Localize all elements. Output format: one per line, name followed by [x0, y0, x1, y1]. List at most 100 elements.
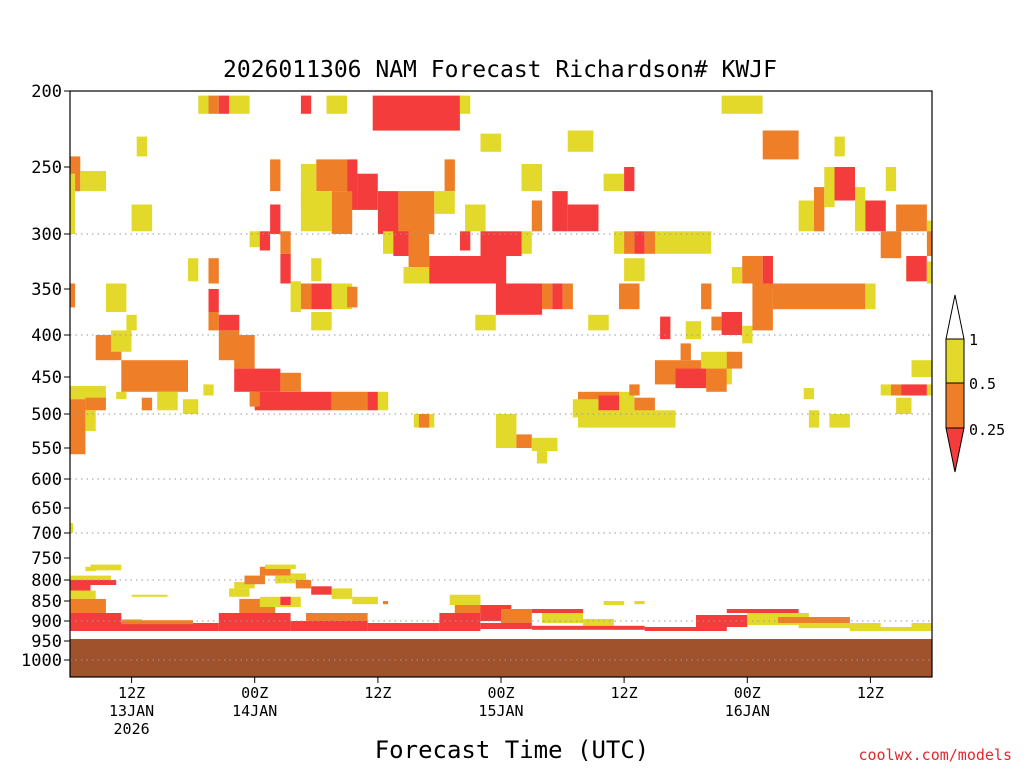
ri-cell: [300, 191, 332, 232]
ri-cell: [280, 596, 291, 605]
ri-cell: [480, 133, 501, 152]
y-tick-label-800: 800: [31, 571, 62, 591]
ri-cell: [531, 625, 645, 630]
ri-cell: [834, 136, 845, 157]
ri-cell: [731, 267, 743, 284]
ri-cell: [398, 191, 435, 234]
ri-cell: [111, 330, 132, 352]
ri-cell: [70, 523, 74, 533]
ri-cell: [383, 601, 389, 605]
ri-cell: [331, 588, 353, 599]
ri-cell: [229, 95, 250, 114]
credit-text: coolwx.com/models: [858, 746, 1012, 764]
ri-cell: [865, 200, 886, 232]
ri-cell: [429, 256, 507, 284]
ri-cell: [377, 191, 399, 234]
ri-cell: [536, 451, 548, 464]
ri-cell: [280, 231, 291, 254]
ri-cell: [70, 575, 111, 580]
ri-cell: [270, 159, 281, 192]
ri-cell: [742, 256, 763, 284]
ri-cell: [439, 613, 481, 631]
ri-cell: [218, 314, 240, 331]
ri-cell: [552, 283, 563, 310]
ri-cell: [552, 191, 568, 232]
ri-cells: [70, 95, 932, 631]
ri-cell: [521, 231, 532, 254]
x-tick-label: 12Z: [611, 684, 638, 702]
ri-cell: [234, 368, 281, 392]
plot-area: [69, 90, 933, 678]
ri-cell: [311, 258, 322, 282]
ri-cell: [480, 623, 532, 629]
ri-cell: [644, 627, 727, 631]
ri-cell: [562, 283, 573, 310]
ri-cell: [619, 283, 640, 310]
colorbar-label-1: 1: [969, 331, 978, 349]
ri-cell: [249, 391, 260, 407]
ri-cell: [249, 231, 260, 248]
ri-cell: [531, 200, 543, 232]
ri-cell: [121, 360, 188, 392]
ri-cell: [701, 283, 712, 310]
ri-cell: [762, 256, 773, 289]
y-tick-label-700: 700: [31, 524, 62, 544]
ri-cell: [588, 314, 609, 331]
ri-cell: [624, 167, 635, 192]
ri-cell: [403, 267, 430, 284]
ri-cell: [331, 191, 353, 234]
ri-cell: [926, 384, 932, 396]
ri-cell: [803, 388, 814, 400]
ri-cell: [834, 167, 855, 201]
ri-cell: [696, 615, 748, 627]
ri-cell: [460, 231, 471, 251]
ri-cell: [824, 167, 835, 208]
ri-cell: [521, 164, 542, 192]
ri-cell: [829, 414, 850, 428]
y-tick-label-750: 750: [31, 549, 62, 569]
ri-cell: [203, 384, 214, 396]
ri-cell: [726, 351, 743, 369]
ri-cell: [311, 283, 332, 310]
ri-cell: [680, 343, 691, 361]
ri-cell: [218, 613, 291, 631]
ri-cell: [280, 253, 291, 284]
y-tick-label-950: 950: [31, 632, 62, 652]
ri-cell: [434, 191, 455, 214]
ri-cell: [475, 314, 496, 331]
ri-cell: [259, 231, 271, 251]
ri-cell: [583, 619, 614, 626]
ri-cell: [660, 316, 671, 340]
chart-title: 2026011306 NAM Forecast Richardson# KWJF: [223, 57, 777, 83]
ri-cell: [131, 204, 153, 232]
ri-cell: [531, 609, 584, 613]
ri-cell: [408, 231, 430, 267]
ri-cell: [367, 391, 378, 411]
ri-cell: [644, 231, 655, 254]
ri-cell: [444, 159, 455, 192]
x-tick-label: 00Z: [241, 684, 268, 702]
ri-cell: [752, 283, 773, 331]
ri-cell: [70, 399, 86, 455]
ri-cell: [896, 397, 912, 414]
ri-cell: [90, 580, 117, 585]
ri-cell: [208, 95, 219, 114]
ri-cell: [290, 621, 368, 631]
ri-cell: [454, 605, 501, 613]
ri-cell: [347, 286, 358, 308]
y-tick-label-450: 450: [31, 368, 62, 388]
ri-cell: [265, 564, 296, 569]
x-tick-label: 14JAN: [232, 702, 277, 720]
y-axis: 200 250 300 350 400 450 500 550 600 650 700 7508008…: [21, 82, 70, 671]
ri-cell: [624, 231, 635, 254]
ri-cell: [896, 204, 927, 232]
ri-cell: [208, 258, 219, 284]
ri-cell: [814, 187, 825, 232]
ri-cell: [798, 200, 814, 232]
ri-cell: [926, 261, 932, 284]
x-tick-label: 12Z: [118, 684, 145, 702]
plot-background: [70, 91, 932, 677]
ri-cell: [629, 384, 640, 396]
ri-cell: [726, 609, 799, 613]
ri-cell: [234, 335, 255, 369]
